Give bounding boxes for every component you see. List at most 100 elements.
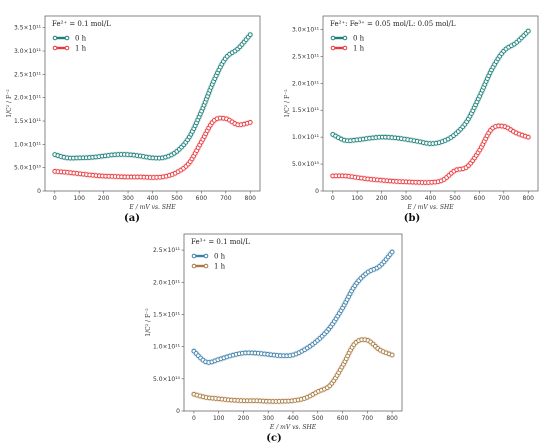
condition-annotation: Fe²⁺ = 0.1 mol/L <box>52 20 111 28</box>
series-guide <box>55 118 250 177</box>
y-tick-label: 1.5×10¹¹ <box>153 311 181 318</box>
series-line <box>193 338 393 403</box>
series-line <box>332 125 529 184</box>
series-a-1 <box>51 115 254 181</box>
x-tick-label: 700 <box>498 195 510 202</box>
x-tick-label: 0 <box>53 195 57 202</box>
x-tick-label: 500 <box>449 195 461 202</box>
x-tick-label: 100 <box>73 195 85 202</box>
legend-marker <box>330 35 336 41</box>
y-axis-label: 1/C² / F⁻² <box>284 89 291 118</box>
series-halo <box>51 115 254 181</box>
condition-annotation: Fe³⁺ = 0.1 mol/L <box>191 238 250 246</box>
y-tick-label: 2.0×10¹¹ <box>14 95 42 102</box>
chart-panel-c: 0 100 200 300 400 500 600 700 800 0 5.0×10¹⁰ 1.0×10… <box>145 233 403 444</box>
y-tick-label: 3.0×10¹¹ <box>14 48 42 55</box>
y-tick-label: 2.0×10¹¹ <box>153 279 181 286</box>
series-guide <box>194 340 392 402</box>
y-axis-label: 1/C² / F⁻² <box>145 308 152 337</box>
series-guide <box>55 35 250 158</box>
panel-caption: (c) <box>266 433 282 444</box>
y-tick-label: 2.5×10¹¹ <box>292 53 320 60</box>
legend-marker <box>330 45 336 51</box>
data-point <box>247 32 253 38</box>
series-c-0 <box>190 249 396 366</box>
plot-frame <box>183 233 403 412</box>
panel-caption: (b) <box>404 213 420 224</box>
series-b-1 <box>329 122 532 186</box>
series-line <box>54 34 251 159</box>
x-axis-label: E / mV vs. SHE <box>406 204 454 211</box>
x-tick-label: 700 <box>220 195 232 202</box>
series-b-0 <box>329 28 532 147</box>
x-tick-label: 0 <box>331 195 335 202</box>
x-tick-label: 800 <box>386 415 398 422</box>
legend-marker <box>342 35 348 41</box>
series-line <box>54 117 251 179</box>
data-point <box>247 120 253 125</box>
x-tick-label: 0 <box>192 415 196 422</box>
x-tick-label: 200 <box>238 415 250 422</box>
x-tick-label: 400 <box>147 195 159 202</box>
legend-marker <box>64 35 70 41</box>
panel-caption: (a) <box>124 213 140 224</box>
y-tick-label: 2.5×10¹¹ <box>153 247 181 254</box>
y-tick-label: 3.0×10¹¹ <box>292 26 320 33</box>
legend-marker <box>52 45 58 51</box>
x-tick-label: 100 <box>351 195 363 202</box>
condition-annotation: Fe²⁺: Fe³⁺ = 0.05 mol/L: 0.05 mol/L <box>330 20 456 28</box>
y-tick-label: 0 <box>176 408 180 415</box>
y-tick-label: 1.5×10¹¹ <box>14 118 42 125</box>
x-tick-label: 600 <box>337 415 349 422</box>
series-halo <box>329 122 532 186</box>
legend-marker <box>191 263 197 269</box>
series-a-0 <box>51 31 254 162</box>
y-tick-label: 0 <box>315 188 319 195</box>
data-point <box>525 28 531 34</box>
legend-label-1: 1 h <box>353 45 365 53</box>
x-tick-label: 200 <box>98 195 110 202</box>
x-tick-label: 500 <box>171 195 183 202</box>
y-tick-label: 2.0×10¹¹ <box>292 80 320 87</box>
x-axis-label: E / mV vs. SHE <box>269 424 317 431</box>
x-tick-label: 300 <box>122 195 134 202</box>
y-tick-label: 1.0×10¹¹ <box>292 134 320 141</box>
x-tick-label: 700 <box>362 415 374 422</box>
series-c-1 <box>190 336 396 405</box>
x-axis-label: E / mV vs. SHE <box>128 204 176 211</box>
series-halo <box>190 336 396 405</box>
legend-label-0: 0 h <box>214 253 226 261</box>
x-tick-label: 400 <box>287 415 299 422</box>
data-point <box>389 249 395 255</box>
data-point <box>525 134 531 140</box>
chart-panel-b: 0 100 200 300 400 500 600 700 800 0 5.0×10¹⁰ 1.0×10… <box>284 15 539 224</box>
legend-marker <box>203 263 209 269</box>
x-tick-label: 800 <box>523 195 535 202</box>
legend-marker <box>203 253 209 259</box>
y-tick-label: 5.0×10¹⁰ <box>14 165 42 172</box>
y-tick-label: 5.0×10¹⁰ <box>292 161 320 168</box>
legend-label-0: 0 h <box>75 35 87 43</box>
x-tick-label: 600 <box>474 195 486 202</box>
y-tick-label: 0 <box>37 188 41 195</box>
legend-label-1: 1 h <box>75 45 87 53</box>
chart-panel-a: 0 100 200 300 400 500 600 700 800 0 5.0×10¹⁰ 1.0×10… <box>6 15 261 224</box>
series-guide <box>333 126 528 183</box>
data-point <box>389 352 395 358</box>
x-tick-label: 200 <box>376 195 388 202</box>
x-tick-label: 600 <box>196 195 208 202</box>
y-axis-label: 1/C² / F⁻² <box>6 89 13 118</box>
y-tick-label: 1.0×10¹¹ <box>153 344 181 351</box>
x-tick-label: 500 <box>312 415 324 422</box>
y-tick-label: 2.5×10¹¹ <box>14 71 42 78</box>
legend-label-1: 1 h <box>214 263 226 271</box>
legend-marker <box>191 253 197 259</box>
x-tick-label: 300 <box>263 415 275 422</box>
y-tick-label: 5.0×10¹⁰ <box>153 376 181 383</box>
legend-marker <box>342 45 348 51</box>
series-halo <box>51 31 254 162</box>
y-tick-label: 1.5×10¹¹ <box>292 107 320 114</box>
y-tick-label: 1.0×10¹¹ <box>14 141 42 148</box>
legend-label-0: 0 h <box>353 35 365 43</box>
